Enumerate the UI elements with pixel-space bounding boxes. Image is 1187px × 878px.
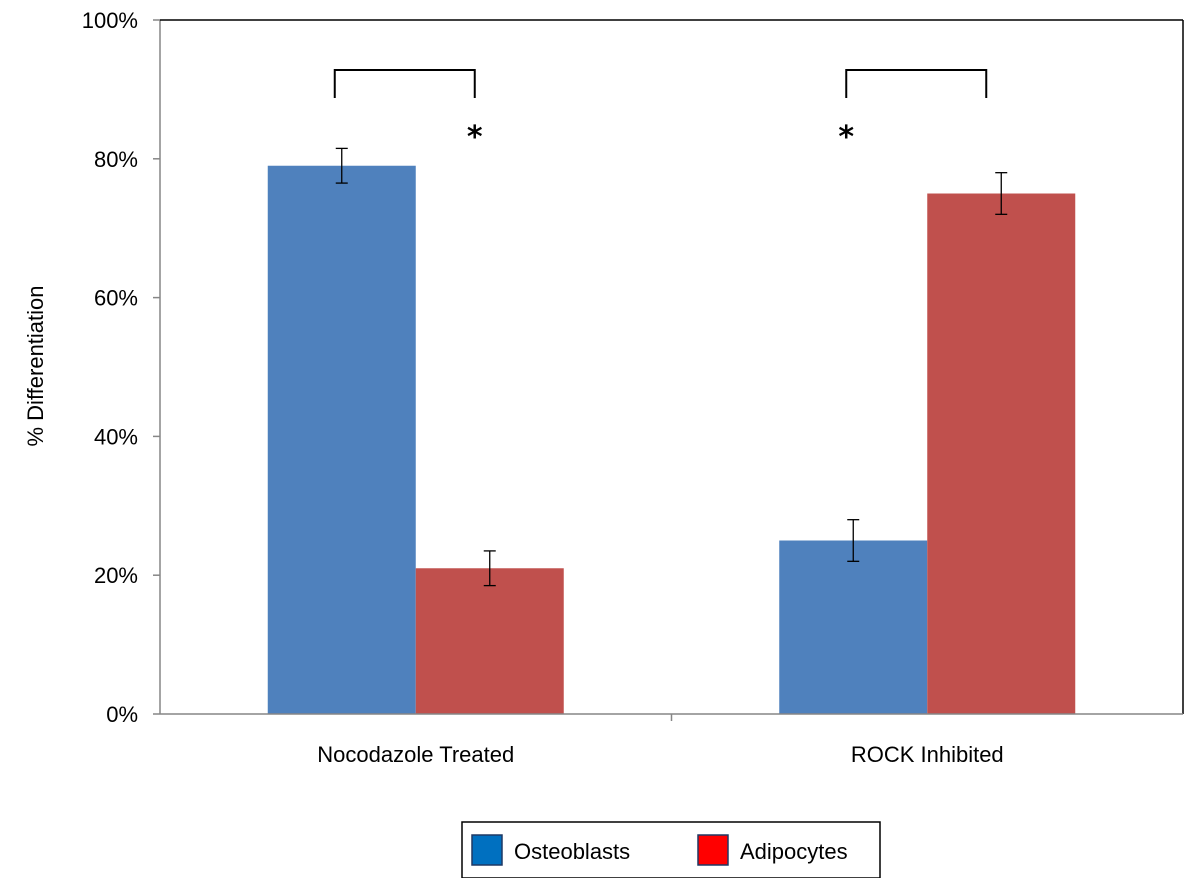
axes (159, 19, 1184, 721)
bar-adipocytes-2 (927, 193, 1076, 714)
y-tick-label: 80% (94, 147, 138, 172)
bar-adipocytes-1 (415, 568, 564, 714)
significance-annotations: * * (333, 69, 988, 155)
y-tick-label: 40% (94, 424, 138, 449)
bar-osteoblasts-2 (779, 540, 928, 714)
legend-swatch-osteoblasts (471, 834, 503, 866)
legend: Osteoblasts Adipocytes (461, 821, 881, 878)
error-bars (335, 147, 1008, 587)
legend-box (461, 821, 881, 878)
y-tick-labels: 0% 20% 40% 60% 80% 100% (82, 8, 160, 727)
legend-swatch-adipocytes (697, 834, 729, 866)
y-tick-label: 100% (82, 8, 138, 33)
legend-label-osteoblasts: Osteoblasts (514, 839, 630, 864)
y-tick-label: 0% (106, 702, 138, 727)
x-category-label: ROCK Inhibited (851, 742, 1004, 767)
y-tick-label: 60% (94, 286, 138, 311)
legend-label-adipocytes: Adipocytes (740, 839, 848, 864)
significance-bracket: * (333, 69, 483, 155)
error-bar (847, 519, 860, 562)
significance-star: * (467, 120, 483, 155)
x-category-labels: Nocodazole Treated ROCK Inhibited (317, 742, 1003, 767)
error-bar (335, 147, 348, 184)
y-axis-title: % Differentiation (23, 285, 48, 446)
error-bar (995, 172, 1008, 215)
x-category-label: Nocodazole Treated (317, 742, 514, 767)
error-bar (483, 550, 496, 587)
significance-bracket: * (838, 69, 988, 155)
y-tick-label: 20% (94, 563, 138, 588)
significance-star: * (838, 120, 854, 155)
bars (267, 165, 1076, 715)
bar-osteoblasts-1 (267, 165, 416, 715)
